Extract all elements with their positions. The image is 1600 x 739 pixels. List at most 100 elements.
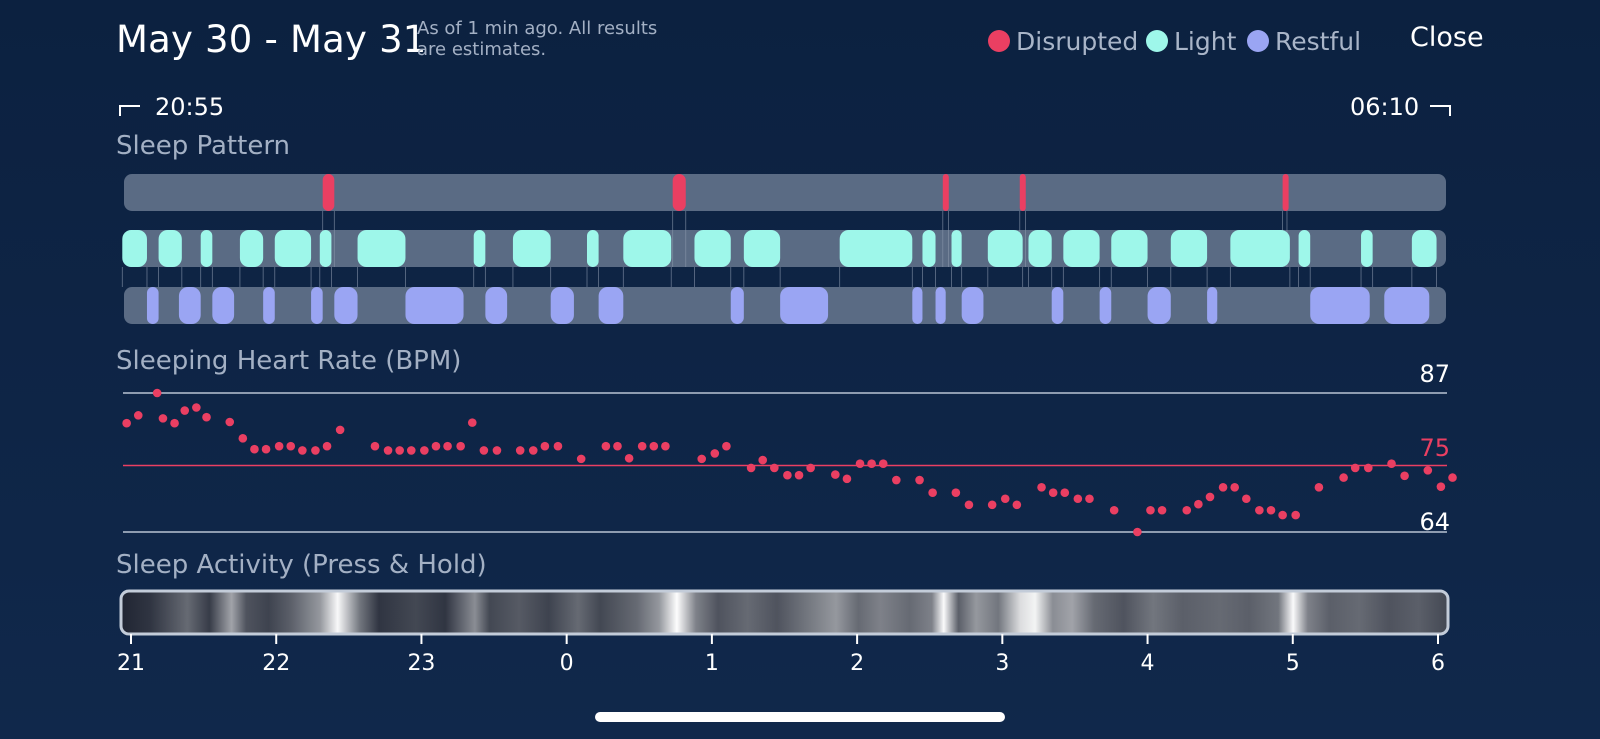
pattern-segment-light bbox=[239, 230, 264, 267]
sleep-pattern-chart[interactable] bbox=[0, 165, 1600, 335]
activity-band bbox=[119, 589, 1450, 636]
hr-point bbox=[964, 500, 974, 510]
pattern-segment-light bbox=[839, 230, 913, 267]
start-bracket-icon bbox=[119, 105, 140, 116]
pattern-segment-light bbox=[473, 230, 486, 267]
hr-point bbox=[1205, 492, 1215, 502]
hr-point bbox=[1387, 459, 1396, 469]
hr-point bbox=[1314, 482, 1324, 492]
pattern-segment-restful bbox=[935, 287, 946, 324]
hr-point bbox=[649, 441, 659, 451]
hr-point bbox=[492, 446, 502, 455]
pattern-segment-restful bbox=[550, 287, 574, 324]
hr-point bbox=[1436, 482, 1446, 491]
hr-point bbox=[170, 418, 179, 428]
close-button[interactable]: Close bbox=[1410, 22, 1484, 53]
end-bracket-icon bbox=[1430, 105, 1451, 116]
hr-point bbox=[915, 475, 924, 485]
activity-tick-label: 6 bbox=[1431, 651, 1445, 676]
pattern-segment-disrupted bbox=[322, 174, 335, 211]
pattern-segment-light bbox=[1063, 230, 1100, 267]
pattern-segment-restful bbox=[178, 287, 201, 324]
hr-point bbox=[322, 441, 332, 451]
hr-point bbox=[1423, 466, 1433, 475]
hr-point bbox=[722, 441, 731, 451]
hr-point bbox=[613, 441, 622, 451]
pattern-segment-restful bbox=[212, 287, 235, 324]
hr-point bbox=[467, 418, 477, 427]
hr-point bbox=[842, 474, 852, 484]
activity-tick-label: 0 bbox=[560, 651, 574, 676]
pattern-segment-light bbox=[158, 230, 182, 267]
pattern-segment-light bbox=[1298, 230, 1311, 267]
pattern-segment-restful bbox=[334, 287, 358, 324]
hr-point bbox=[637, 441, 647, 451]
pattern-segment-light bbox=[951, 230, 962, 267]
hr-point bbox=[806, 463, 815, 473]
hr-point bbox=[1230, 482, 1239, 492]
pattern-segment-restful bbox=[1051, 287, 1064, 324]
hr-point bbox=[1182, 505, 1192, 515]
hr-point bbox=[1157, 505, 1167, 515]
pattern-segment-restful bbox=[1147, 287, 1171, 324]
hr-point bbox=[1350, 463, 1360, 473]
hr-point bbox=[855, 459, 865, 469]
sleep-pattern-title: Sleep Pattern bbox=[116, 131, 291, 161]
pattern-segment-light bbox=[694, 230, 731, 267]
hr-point bbox=[928, 488, 937, 498]
restful-dot-icon bbox=[1247, 30, 1269, 52]
hr-point bbox=[601, 441, 611, 451]
hr-point bbox=[202, 412, 211, 422]
hr-point bbox=[152, 388, 162, 398]
hr-avg-label: 75 bbox=[1419, 434, 1450, 462]
pattern-segment-restful bbox=[1384, 287, 1430, 324]
hr-point bbox=[420, 446, 429, 455]
pattern-segment-restful bbox=[263, 287, 275, 324]
hr-point bbox=[758, 455, 768, 465]
pattern-segment-disrupted bbox=[942, 174, 949, 211]
pattern-segment-light bbox=[623, 230, 672, 267]
hr-point bbox=[261, 444, 271, 454]
hr-point bbox=[1194, 499, 1203, 509]
hr-point bbox=[1073, 494, 1083, 504]
pattern-segment-light bbox=[1170, 230, 1208, 267]
pattern-segment-restful bbox=[1310, 287, 1370, 324]
hr-point bbox=[238, 434, 248, 443]
sleep-activity-chart[interactable]: 21 22 23 0 1 2 3 4 5 6 bbox=[0, 585, 1600, 685]
pattern-segment-restful bbox=[780, 287, 829, 324]
hr-point bbox=[443, 441, 452, 451]
pattern-segment-light bbox=[122, 230, 147, 267]
date-range-title: May 30 - May 31 bbox=[116, 18, 427, 61]
activity-tick-label: 3 bbox=[995, 651, 1009, 676]
hr-point bbox=[383, 446, 393, 455]
hr-point bbox=[783, 470, 792, 480]
pattern-segment-restful bbox=[485, 287, 508, 324]
hr-point bbox=[274, 441, 284, 451]
legend-restful: Restful bbox=[1247, 24, 1361, 58]
hr-point bbox=[951, 488, 961, 498]
pattern-segment-disrupted bbox=[1019, 174, 1026, 211]
hr-point bbox=[624, 453, 634, 463]
hr-point bbox=[553, 441, 563, 451]
hr-point bbox=[1255, 505, 1264, 515]
hr-point bbox=[1448, 473, 1457, 482]
end-time: 06:10 bbox=[1350, 93, 1420, 121]
pattern-segment-light bbox=[1111, 230, 1148, 267]
pattern-segment-light bbox=[1411, 230, 1437, 267]
activity-tick-label: 2 bbox=[850, 651, 864, 676]
activity-tick-label: 5 bbox=[1286, 651, 1300, 676]
hr-point bbox=[370, 441, 380, 451]
hr-point bbox=[1133, 527, 1142, 537]
activity-tick-label: 23 bbox=[407, 651, 435, 676]
pattern-segment-light bbox=[1028, 230, 1052, 267]
hr-point bbox=[1060, 488, 1070, 498]
hr-point bbox=[479, 446, 489, 455]
hr-point bbox=[1363, 463, 1373, 473]
hr-point bbox=[1048, 488, 1058, 498]
hr-point bbox=[456, 441, 465, 451]
hr-point bbox=[867, 459, 876, 469]
pattern-segment-light bbox=[1361, 230, 1373, 267]
home-indicator[interactable] bbox=[595, 712, 1005, 722]
hr-point bbox=[395, 446, 404, 455]
activity-tick-label: 1 bbox=[705, 651, 719, 676]
